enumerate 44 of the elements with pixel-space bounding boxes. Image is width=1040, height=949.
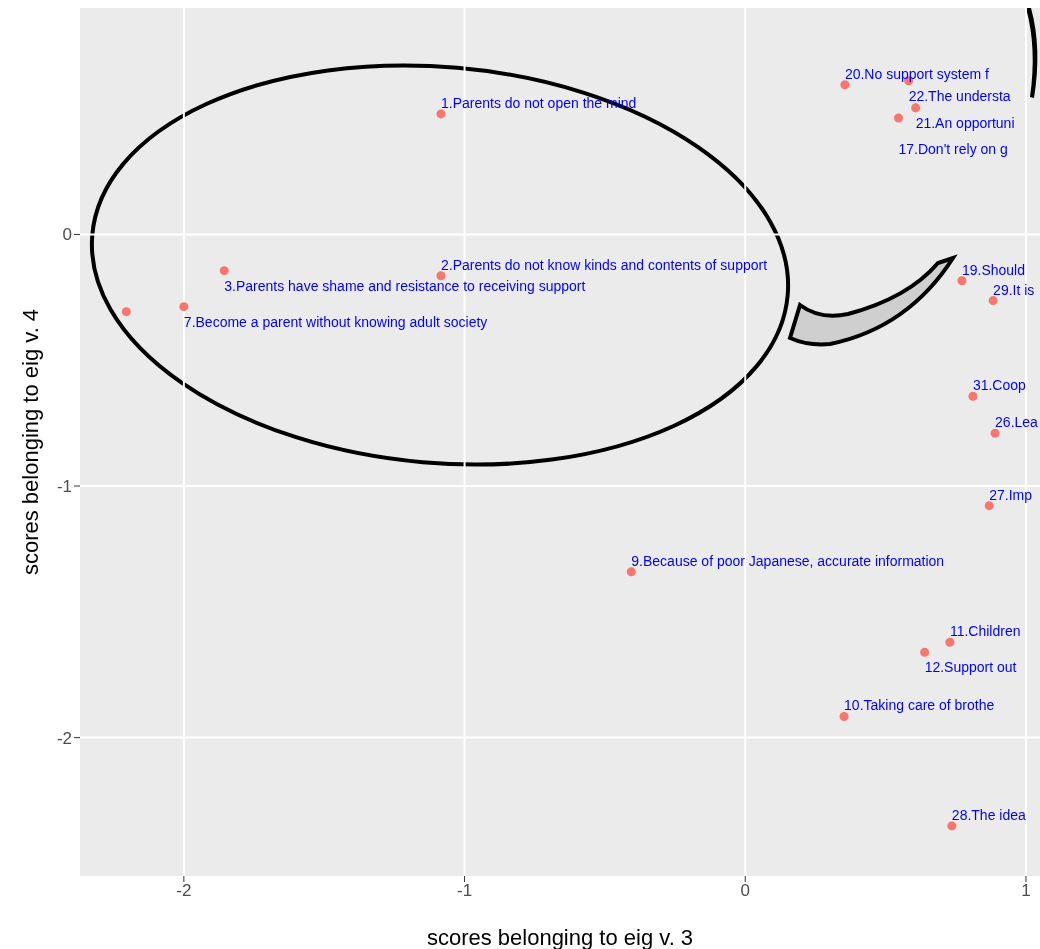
y-tick-label: 0 bbox=[62, 225, 72, 245]
point bbox=[840, 80, 850, 90]
point bbox=[957, 276, 967, 286]
annotation: 19.Should bbox=[961, 261, 1026, 278]
y-tick-label: -1 bbox=[56, 477, 72, 497]
annotation: 12.Support out bbox=[924, 659, 1017, 676]
annotation: 3.Parents have shame and resistance to receiving support bbox=[224, 277, 586, 294]
point bbox=[947, 821, 957, 831]
point bbox=[911, 103, 921, 113]
x-tick-label: 1 bbox=[1021, 881, 1031, 901]
x-tick-label: -2 bbox=[176, 881, 192, 901]
point bbox=[219, 266, 229, 276]
point bbox=[984, 501, 994, 511]
annotation: 21.An opportuni bbox=[915, 114, 1015, 131]
annotation: 20.No support system f bbox=[844, 65, 989, 82]
x-tick-label: 0 bbox=[740, 881, 750, 901]
annotation: 27.Imp bbox=[989, 486, 1033, 503]
point bbox=[990, 428, 1000, 438]
y-tick-label: -2 bbox=[56, 728, 72, 748]
annotation: 7.Become a parent without knowing adult society bbox=[183, 313, 488, 330]
annotation: 26.Lea bbox=[995, 414, 1039, 431]
y-axis-title: scores belonging to eig v. 4 bbox=[17, 308, 43, 576]
point bbox=[436, 109, 446, 119]
point bbox=[894, 113, 904, 123]
annotation: 2.Parents do not know kinds and contents of support bbox=[440, 256, 768, 273]
x-tick-label: -1 bbox=[457, 881, 473, 901]
annotation: 11.Children bbox=[949, 623, 1021, 640]
point bbox=[988, 296, 998, 306]
annotation: 22.The understa bbox=[908, 87, 1011, 104]
point bbox=[436, 271, 446, 281]
point bbox=[968, 391, 978, 401]
annotation: 17.Don't rely on g bbox=[898, 140, 1008, 157]
point bbox=[839, 711, 849, 721]
annotation: 29.It is bbox=[993, 281, 1035, 298]
x-axis-title: scores belonging to eig v. 3 bbox=[426, 925, 694, 949]
annotation: 31.Coop bbox=[972, 377, 1027, 394]
point bbox=[121, 307, 131, 317]
point bbox=[179, 302, 189, 312]
point bbox=[945, 637, 955, 647]
annotation: 10.Taking care of brothe bbox=[844, 697, 995, 714]
annotation: 9.Because of poor Japanese, accurate information bbox=[631, 552, 945, 569]
point bbox=[626, 567, 636, 577]
annotation: 28.The idea bbox=[951, 806, 1027, 823]
point bbox=[920, 647, 930, 657]
